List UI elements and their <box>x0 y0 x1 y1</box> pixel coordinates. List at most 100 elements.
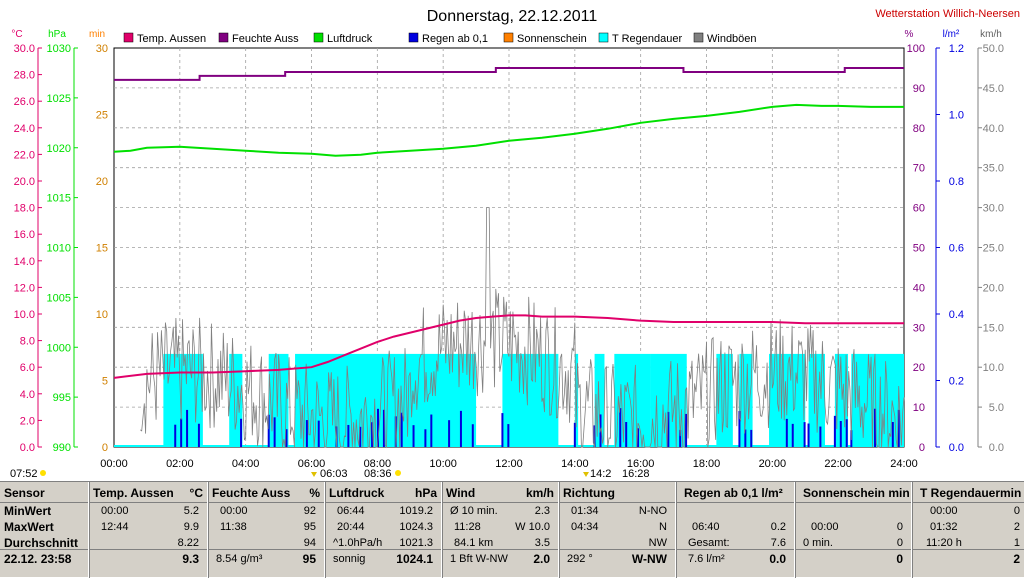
x-tick-label: 24:00 <box>890 458 918 470</box>
sensor-column: Sensor MinWert MaxWert Durchschnitt 22.1… <box>0 482 89 578</box>
pressure-tick-label: 1020 <box>47 143 71 155</box>
wind-max-time: 11:28 <box>454 521 481 533</box>
rain-tick-label: 0.6 <box>949 243 964 255</box>
raindur-time-1: 00:00 <box>930 505 958 517</box>
wind-tick-label: 40.0 <box>983 123 1004 135</box>
legend-label: Temp. Aussen <box>137 33 206 45</box>
rain-duration-block <box>229 353 243 447</box>
legend-label: Luftdruck <box>327 33 373 45</box>
pressure-tick-label: 1030 <box>47 43 71 55</box>
rain-current-value: 0.0 <box>769 552 786 566</box>
rain-column: Regen ab 0,1 l/m² 06:40 0.2 Gesamt: 7.6 7.… <box>676 482 795 578</box>
humid-unit: % <box>309 486 320 500</box>
x-tick-label: 22:00 <box>824 458 852 470</box>
direction-header: Richtung <box>563 486 615 500</box>
legend-swatch <box>503 32 514 43</box>
humid-tick-label: 0 <box>919 442 925 454</box>
current-timestamp: 22.12. 23:58 <box>4 552 72 566</box>
wind-distance: 84.1 km <box>454 537 494 549</box>
legend-swatch <box>598 32 609 43</box>
pressure-column: Luftdruck hPa 06:44 1019.2 20:44 1024.3 ^1.… <box>325 482 442 578</box>
humid-column: Feuchte Auss% 00:00 92 11:38 95 94 8.54 g/… <box>208 482 325 578</box>
rain-tick-label: 1.2 <box>949 43 964 55</box>
raindur-total-value: 1 <box>1013 537 1020 549</box>
pressure-tick-label: 1015 <box>47 193 71 205</box>
marker-a: 06:03 <box>320 468 348 480</box>
dir-degrees: 292 ° <box>567 553 593 565</box>
minutes-tick-label: 25 <box>96 110 108 122</box>
humid-current-value: 95 <box>302 552 316 566</box>
legend-label: Regen ab 0,1 <box>422 33 488 45</box>
legend-label: Feuchte Auss <box>232 33 299 45</box>
temp-column: Temp. Aussen °C 00:00 5.2 12:44 9.9 8.22 9.… <box>89 482 208 578</box>
raindur-time-2: 01:32 <box>930 521 958 533</box>
rain-duration-block <box>502 353 559 447</box>
pressure-tick-label: 1010 <box>47 243 71 255</box>
dir-value-1: N-NO <box>638 505 667 517</box>
x-tick-label: 00:00 <box>100 458 128 470</box>
rain-tick-label: 0.8 <box>949 176 964 188</box>
x-tick-label: 08:00 <box>364 458 392 470</box>
raindur-value-2: 2 <box>1013 521 1020 533</box>
dir-time-1: 01:34 <box>571 505 599 517</box>
raindur-column: T Regendauermin 00:00 0 01:32 2 11:20 h 1 2 <box>912 482 1024 578</box>
pressure-max-value: 1024.3 <box>399 521 433 533</box>
humid-min-time: 00:00 <box>220 505 248 517</box>
dir-value-3: NW <box>648 537 667 549</box>
rain-header: Regen ab 0,1 l/m² <box>684 486 783 500</box>
pressure-max-time: 20:44 <box>337 521 365 533</box>
temp-tick-label: 8.0 <box>20 336 35 348</box>
temp-tick-label: 10.0 <box>14 309 35 321</box>
raindur-total-label: 11:20 h <box>926 537 962 549</box>
humid-tick-label: 30 <box>913 322 925 334</box>
wind-tick-label: 10.0 <box>983 362 1004 374</box>
rain-tick-label: 0.4 <box>949 309 964 321</box>
temp-tick-label: 22.0 <box>14 149 35 161</box>
dir-current-value: W-NW <box>631 552 667 566</box>
rain-duration-block <box>851 353 904 447</box>
pressure-tick-label: 1005 <box>47 292 71 304</box>
wind-avg-value: 2.3 <box>534 505 550 517</box>
pressure-current-value: 1024.1 <box>396 552 433 566</box>
temp-tick-label: 0.0 <box>20 442 35 454</box>
legend-swatch <box>693 32 704 43</box>
wind-tick-label: 30.0 <box>983 203 1004 215</box>
temp-tick-label: 26.0 <box>14 96 35 108</box>
x-tick-label: 20:00 <box>759 458 787 470</box>
temp-tick-label: 6.0 <box>20 362 35 374</box>
temperature-series <box>113 314 904 379</box>
rain-tick-label: 0.2 <box>949 376 964 388</box>
avg-label: Durchschnitt <box>4 536 79 550</box>
humid-avg-value: 94 <box>303 537 316 549</box>
minutes-tick-label: 30 <box>96 43 108 55</box>
minutes-tick-label: 20 <box>96 176 108 188</box>
sun-total-value: 0 <box>896 537 903 549</box>
pressure-tick-label: 990 <box>53 442 71 454</box>
pressure-tick-label: 1025 <box>47 93 71 105</box>
legend-swatch <box>313 32 324 43</box>
chart-title: Donnerstag, 22.12.2011 <box>427 8 598 25</box>
pressure-series <box>113 103 904 157</box>
temp-avg-value: 8.22 <box>177 537 199 549</box>
rain-total-value: 7.6 <box>770 537 786 549</box>
temp-min-value: 5.2 <box>183 505 199 517</box>
temp-tick-label: 2.0 <box>20 415 35 427</box>
sun-current-value: 0 <box>896 552 903 566</box>
marker-b: 08:36 <box>364 468 392 480</box>
wind-unit: km/h <box>525 486 554 500</box>
humid-tick-label: 80 <box>913 123 925 135</box>
humid-tick-label: 90 <box>913 83 925 95</box>
stats-panel: Sensor MinWert MaxWert Durchschnitt 22.1… <box>0 481 1024 578</box>
wind-header: Wind <box>446 486 476 500</box>
minutes-tick-label: 5 <box>102 376 108 388</box>
sensor-header: Sensor <box>4 486 45 500</box>
time-marker-icon <box>583 472 589 477</box>
humid-tick-label: 20 <box>913 362 925 374</box>
dir-time-2: 04:34 <box>571 521 599 533</box>
wind-axis-unit: km/h <box>980 29 1002 40</box>
temp-current-value: 9.3 <box>182 552 199 566</box>
sun-max-value: 0 <box>896 521 903 533</box>
humid-tick-label: 60 <box>913 203 925 215</box>
temp-tick-label: 28.0 <box>14 70 35 82</box>
x-tick-label: 16:00 <box>627 458 655 470</box>
